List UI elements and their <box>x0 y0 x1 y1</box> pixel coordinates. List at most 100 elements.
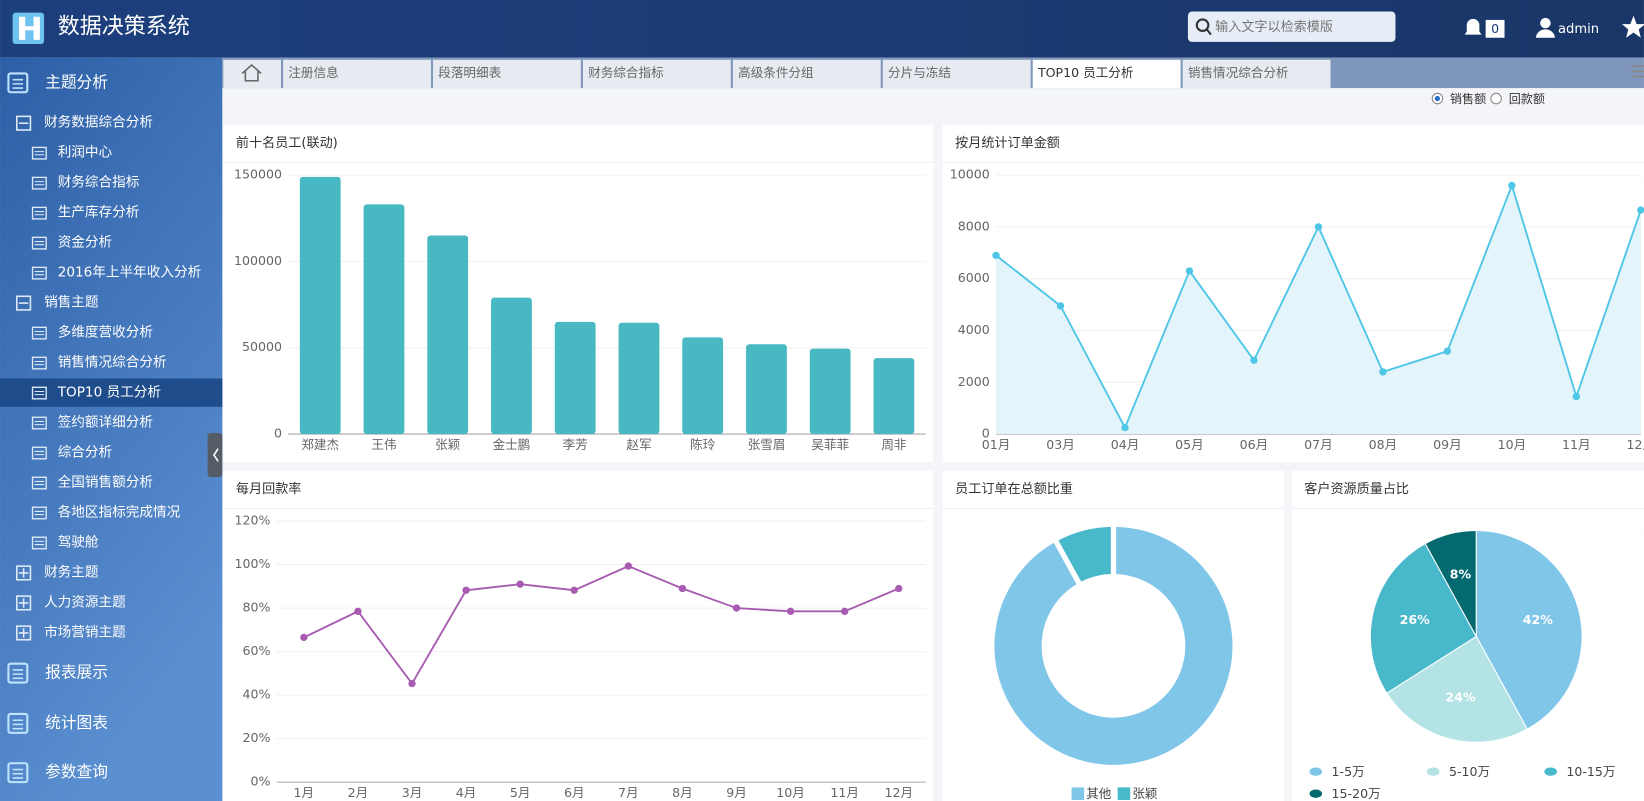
y-tick-label: 4000 <box>958 322 990 337</box>
point <box>1250 356 1258 364</box>
section-icon <box>12 719 24 730</box>
item-icon <box>31 356 47 370</box>
tab[interactable] <box>283 59 431 89</box>
app-title: 数据决策系统 <box>58 14 190 39</box>
section-label[interactable]: 参数查询 <box>45 762 108 781</box>
x-tick-label: 04月 <box>1111 437 1140 452</box>
item-icon <box>34 360 45 366</box>
legend-label: 5-10万 <box>1449 764 1490 779</box>
y-tick-label: 50000 <box>242 339 282 354</box>
y-tick-label: 6000 <box>958 270 990 285</box>
section-icon <box>12 669 24 680</box>
x-tick-label: 03月 <box>1046 437 1075 452</box>
menu-item[interactable]: 全国销售额分析 <box>58 473 153 490</box>
tab[interactable] <box>1182 59 1331 89</box>
panel <box>223 470 934 801</box>
star-icon[interactable] <box>1621 15 1644 38</box>
x-tick-label: 赵军 <box>626 437 651 452</box>
item-icon <box>31 506 47 520</box>
x-tick-label: 9月 <box>726 785 747 800</box>
bar <box>682 337 724 435</box>
panel-title: 前十名员工(联动) <box>236 134 338 151</box>
home-tab[interactable] <box>223 59 282 89</box>
x-tick-label: 3月 <box>402 785 423 800</box>
x-tick-label: 1月 <box>294 785 315 800</box>
slice <box>1475 529 1583 730</box>
point <box>624 562 633 570</box>
item-icon <box>31 266 47 280</box>
item-icon <box>34 241 45 246</box>
legend-label: 张颖 <box>1132 786 1158 801</box>
legend-marker <box>1426 767 1440 776</box>
x-tick-label: 10月 <box>1498 437 1527 452</box>
legend-marker <box>1544 767 1557 776</box>
menu-item[interactable]: 资金分析 <box>58 235 112 251</box>
item-icon <box>34 420 45 426</box>
section-icon <box>7 762 29 784</box>
slice <box>1424 529 1477 637</box>
group-label[interactable]: 人力资源主题 <box>44 594 126 610</box>
x-tick-label: 12月 <box>1627 437 1644 452</box>
legend-marker <box>1309 789 1323 798</box>
tab-label: 销售情况综合分析 <box>1188 65 1289 80</box>
point <box>1637 206 1644 214</box>
group-label[interactable]: 销售主题 <box>44 295 99 311</box>
menu-item[interactable]: 综合分析 <box>58 445 112 461</box>
item-icon <box>31 476 47 490</box>
point <box>462 586 470 594</box>
menu-item[interactable]: 多维度营收分析 <box>58 324 153 341</box>
tab[interactable] <box>1032 59 1181 89</box>
point <box>1121 423 1129 432</box>
item-icon <box>34 181 45 186</box>
x-tick-label: 张颖 <box>435 437 461 452</box>
legend-label: 15-20万 <box>1332 786 1381 801</box>
point <box>1314 223 1323 231</box>
tab[interactable] <box>732 59 881 89</box>
x-tick-label: 5月 <box>510 785 531 800</box>
item-icon <box>34 330 45 336</box>
collapse-handle[interactable] <box>207 433 223 478</box>
tab[interactable] <box>882 59 1031 89</box>
tab[interactable] <box>582 59 731 89</box>
tab[interactable] <box>433 59 581 89</box>
section-icon <box>12 78 24 89</box>
user-name[interactable]: admin <box>1558 22 1599 37</box>
group-icon <box>18 628 29 638</box>
group-icon <box>18 568 29 578</box>
x-tick-label: 金士鹏 <box>493 437 531 452</box>
menu-item[interactable]: 签约额详细分析 <box>58 414 153 431</box>
menu-item[interactable]: 财务综合指标 <box>58 175 140 191</box>
section-label[interactable]: 统计图表 <box>45 713 108 732</box>
radio[interactable] <box>1490 92 1502 105</box>
section-icon <box>7 662 29 684</box>
section-label[interactable]: 主题分析 <box>45 72 108 91</box>
menu-item[interactable]: 2016年上半年收入分析 <box>58 265 202 281</box>
group-label[interactable]: 财务主题 <box>44 564 99 580</box>
tab-label: 段落明细表 <box>438 65 501 80</box>
y-tick-label: 80% <box>243 600 271 615</box>
point <box>1508 181 1516 190</box>
bell-icon[interactable] <box>1464 18 1482 35</box>
x-tick-label: 7月 <box>618 785 639 800</box>
search-box[interactable] <box>1187 11 1396 42</box>
point <box>992 251 1000 260</box>
user-icon <box>1540 17 1551 29</box>
home-icon <box>241 63 262 82</box>
section-label[interactable]: 报表展示 <box>45 663 108 682</box>
group-label[interactable]: 市场营销主题 <box>44 623 126 640</box>
menu-item[interactable]: 生产库存分析 <box>58 205 140 221</box>
group-label[interactable]: 财务数据综合分析 <box>44 115 153 131</box>
menu-item[interactable]: TOP10 员工分析 <box>57 385 161 401</box>
menu-item[interactable]: 驾驶舱 <box>58 534 99 550</box>
search-icon <box>1205 28 1212 36</box>
badge <box>1485 19 1505 38</box>
y-tick-label: 10000 <box>950 167 990 182</box>
radio-dot <box>1434 95 1441 102</box>
menu-item[interactable]: 利润中心 <box>58 145 113 161</box>
menu-item[interactable]: 各地区指标完成情况 <box>58 504 181 520</box>
x-tick-label: 郑建杰 <box>301 437 339 452</box>
collapse-arrow <box>212 448 219 462</box>
x-tick-label: 08月 <box>1369 437 1398 452</box>
menu-item[interactable]: 销售情况综合分析 <box>58 355 167 371</box>
